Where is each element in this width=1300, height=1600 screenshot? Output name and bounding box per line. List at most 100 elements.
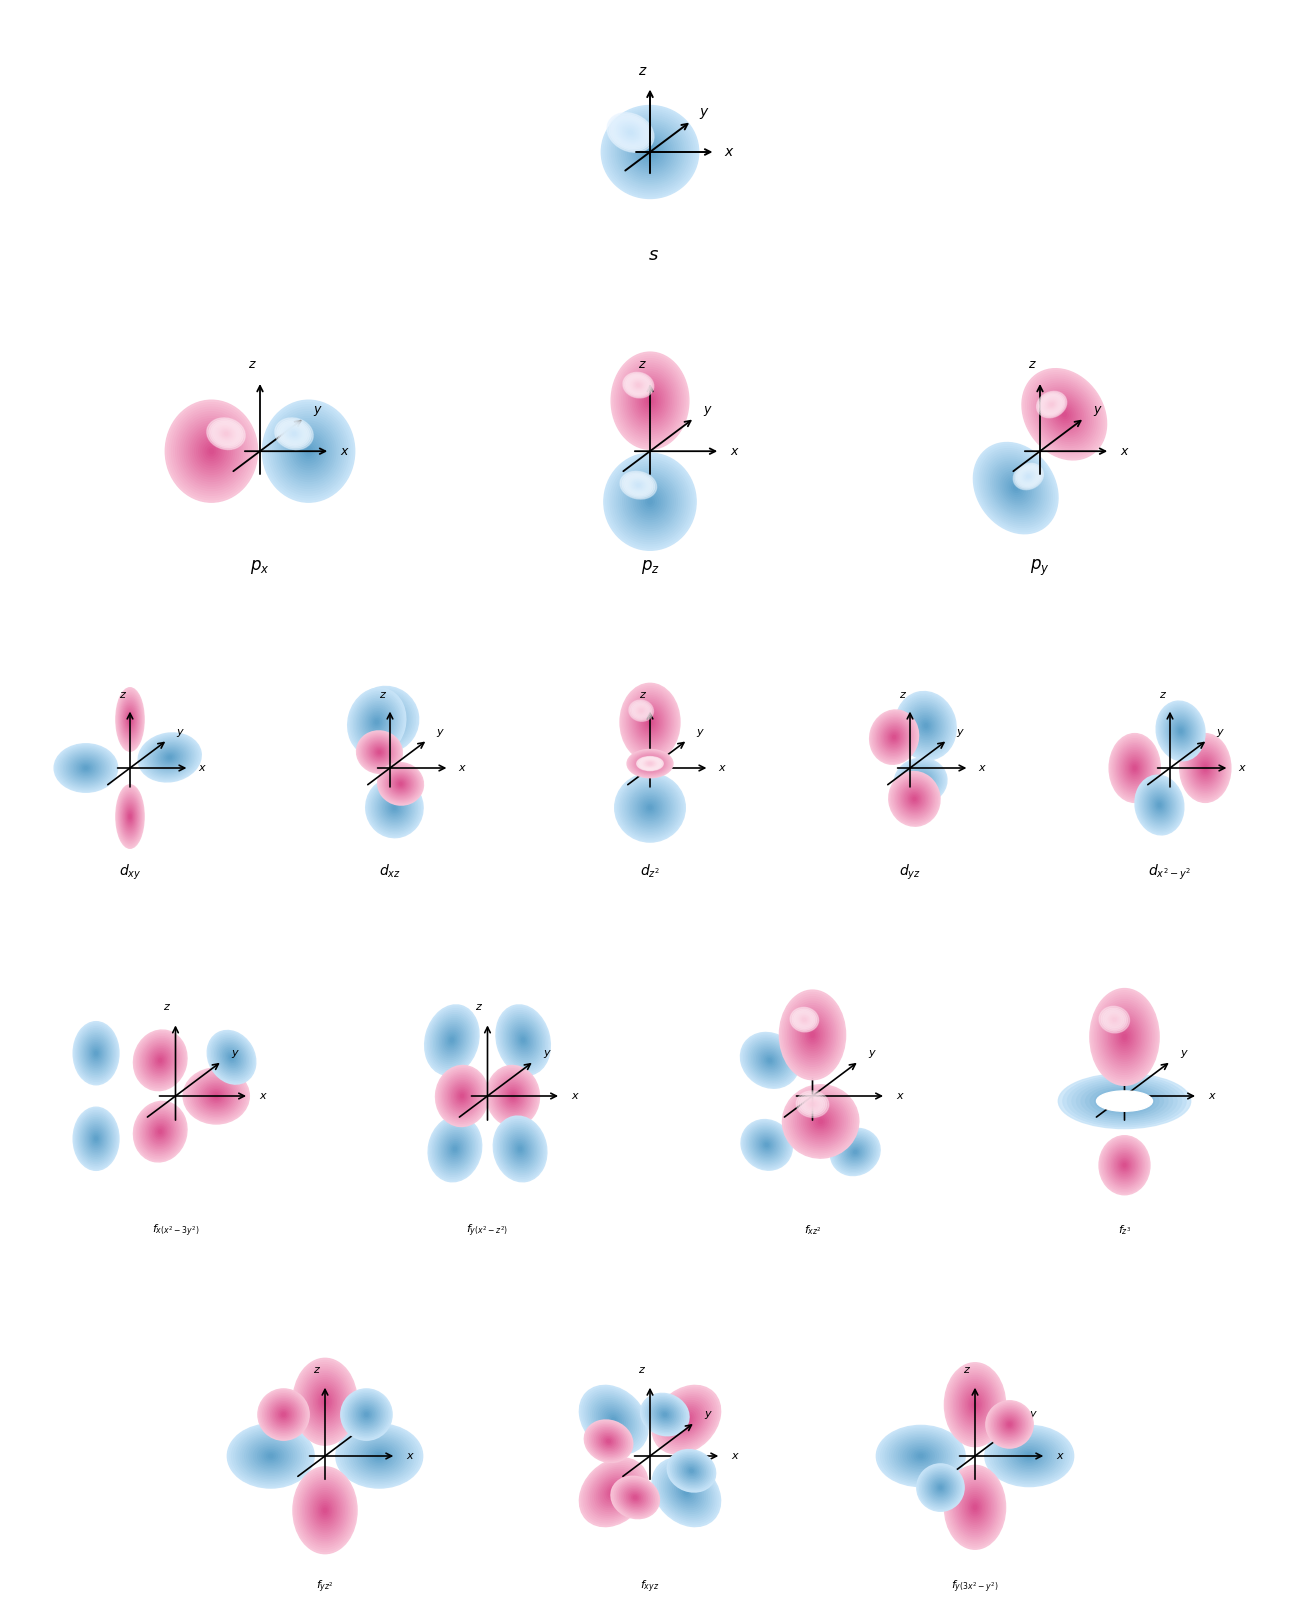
Ellipse shape xyxy=(647,1400,682,1430)
Ellipse shape xyxy=(1139,779,1180,830)
Ellipse shape xyxy=(506,1131,536,1166)
Ellipse shape xyxy=(1147,790,1171,819)
Ellipse shape xyxy=(580,1458,647,1526)
Ellipse shape xyxy=(1024,472,1034,480)
Ellipse shape xyxy=(903,766,939,797)
Ellipse shape xyxy=(202,440,222,462)
Ellipse shape xyxy=(630,376,670,426)
Ellipse shape xyxy=(870,710,919,765)
Ellipse shape xyxy=(1152,797,1166,814)
Ellipse shape xyxy=(957,1482,993,1533)
Ellipse shape xyxy=(390,803,399,813)
Ellipse shape xyxy=(503,1130,537,1170)
Ellipse shape xyxy=(144,738,195,778)
Ellipse shape xyxy=(655,1462,716,1523)
Ellipse shape xyxy=(974,1403,976,1406)
Ellipse shape xyxy=(394,778,407,790)
Ellipse shape xyxy=(627,749,673,778)
Ellipse shape xyxy=(428,1008,476,1070)
Ellipse shape xyxy=(134,1030,187,1091)
Ellipse shape xyxy=(644,392,656,410)
Ellipse shape xyxy=(646,717,654,728)
Ellipse shape xyxy=(378,763,424,805)
Text: $y$: $y$ xyxy=(380,1410,387,1421)
Ellipse shape xyxy=(147,1045,174,1075)
Ellipse shape xyxy=(608,1414,619,1426)
Ellipse shape xyxy=(653,1403,677,1426)
Ellipse shape xyxy=(601,1478,627,1506)
Ellipse shape xyxy=(763,1054,776,1067)
Ellipse shape xyxy=(1105,1142,1144,1189)
Ellipse shape xyxy=(954,1478,996,1536)
Ellipse shape xyxy=(207,418,246,450)
Ellipse shape xyxy=(907,706,944,746)
Ellipse shape xyxy=(911,773,930,789)
Ellipse shape xyxy=(94,1050,99,1056)
Ellipse shape xyxy=(90,1130,103,1147)
Ellipse shape xyxy=(75,1110,117,1166)
Ellipse shape xyxy=(299,1475,351,1546)
Ellipse shape xyxy=(438,1022,465,1058)
Ellipse shape xyxy=(1160,706,1201,757)
Ellipse shape xyxy=(86,1125,107,1154)
Ellipse shape xyxy=(950,1474,1000,1541)
Ellipse shape xyxy=(620,363,680,438)
Ellipse shape xyxy=(646,149,654,155)
Ellipse shape xyxy=(257,1446,283,1466)
Ellipse shape xyxy=(662,1395,711,1445)
Ellipse shape xyxy=(662,1467,711,1517)
Ellipse shape xyxy=(1169,717,1193,746)
Ellipse shape xyxy=(153,1051,168,1069)
Ellipse shape xyxy=(274,418,313,450)
Ellipse shape xyxy=(1100,1091,1149,1112)
Ellipse shape xyxy=(118,693,142,747)
Ellipse shape xyxy=(229,1054,234,1061)
Ellipse shape xyxy=(952,1373,998,1437)
Ellipse shape xyxy=(634,702,666,741)
Ellipse shape xyxy=(153,746,186,770)
Ellipse shape xyxy=(244,1437,296,1475)
Ellipse shape xyxy=(597,1475,630,1509)
Ellipse shape xyxy=(164,752,176,762)
Ellipse shape xyxy=(581,1459,646,1525)
Ellipse shape xyxy=(750,1042,789,1078)
Ellipse shape xyxy=(497,1120,543,1178)
Ellipse shape xyxy=(425,1005,478,1075)
Ellipse shape xyxy=(507,1133,533,1165)
Ellipse shape xyxy=(168,403,256,499)
Ellipse shape xyxy=(155,1054,166,1067)
Ellipse shape xyxy=(978,446,1054,530)
Ellipse shape xyxy=(126,808,134,824)
Ellipse shape xyxy=(898,694,953,757)
Ellipse shape xyxy=(849,1146,862,1158)
Ellipse shape xyxy=(303,1480,347,1541)
Ellipse shape xyxy=(56,746,116,790)
Ellipse shape xyxy=(802,1096,823,1112)
Ellipse shape xyxy=(906,790,923,808)
Ellipse shape xyxy=(1005,1438,1054,1474)
Ellipse shape xyxy=(355,696,399,747)
Ellipse shape xyxy=(264,1451,277,1461)
Ellipse shape xyxy=(62,750,109,786)
Ellipse shape xyxy=(832,1130,879,1174)
Ellipse shape xyxy=(220,1043,243,1070)
Ellipse shape xyxy=(611,352,689,450)
Ellipse shape xyxy=(73,1107,120,1170)
Ellipse shape xyxy=(213,1037,250,1077)
Text: $p_z$: $p_z$ xyxy=(641,558,659,576)
Ellipse shape xyxy=(127,810,133,822)
Ellipse shape xyxy=(673,1478,699,1506)
Text: $d_{xy}$: $d_{xy}$ xyxy=(118,862,142,882)
Ellipse shape xyxy=(879,720,909,754)
Ellipse shape xyxy=(436,1125,474,1173)
Ellipse shape xyxy=(159,749,181,766)
Ellipse shape xyxy=(426,1006,477,1074)
Ellipse shape xyxy=(504,1016,541,1064)
Ellipse shape xyxy=(493,1117,547,1182)
Ellipse shape xyxy=(1057,406,1072,422)
Ellipse shape xyxy=(658,1464,715,1522)
Text: $x$: $x$ xyxy=(1119,445,1130,458)
Ellipse shape xyxy=(625,475,675,528)
Text: $z$: $z$ xyxy=(801,1002,809,1013)
Ellipse shape xyxy=(786,998,838,1070)
